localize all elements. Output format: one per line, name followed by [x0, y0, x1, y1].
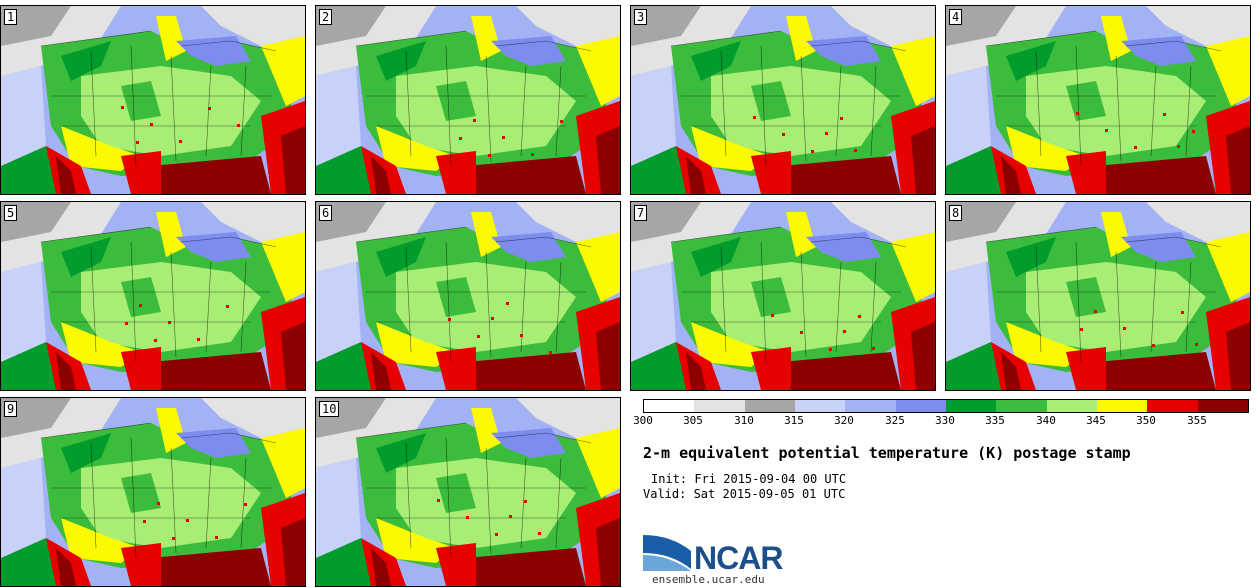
figure-title: 2-m equivalent potential temperature (K)…	[643, 444, 1131, 462]
colorbar-tick-label: 340	[1036, 414, 1056, 427]
theta-e-map	[1, 398, 305, 586]
colorbar-segment	[744, 400, 795, 412]
colorbar-segment	[644, 400, 695, 412]
theta-e-map	[631, 202, 935, 390]
ncar-logo-icon	[643, 535, 691, 571]
colorbar-tick-label: 310	[734, 414, 754, 427]
colorbar	[643, 399, 1249, 413]
ensemble-member-panel: 8	[945, 201, 1251, 391]
colorbar-segment	[1147, 400, 1198, 412]
theta-e-map	[946, 6, 1250, 194]
ensemble-member-panel: 6	[315, 201, 621, 391]
colorbar-tick-label: 315	[784, 414, 804, 427]
ensemble-member-panel: 1	[0, 5, 306, 195]
panel-number: 3	[634, 9, 648, 25]
colorbar-tick-label: 320	[834, 414, 854, 427]
colorbar-segment	[694, 400, 745, 412]
ensemble-member-panel: 5	[0, 201, 306, 391]
theta-e-map	[316, 202, 620, 390]
colorbar-segment	[1046, 400, 1097, 412]
colorbar-tick-label: 355	[1187, 414, 1207, 427]
colorbar-tick-label: 325	[885, 414, 905, 427]
ensemble-member-panel: 7	[630, 201, 936, 391]
colorbar-tick-label: 350	[1136, 414, 1156, 427]
theta-e-map	[316, 6, 620, 194]
colorbar-segment	[895, 400, 946, 412]
ensemble-member-panel: 3	[630, 5, 936, 195]
colorbar-tick-label: 335	[985, 414, 1005, 427]
panel-number: 4	[949, 9, 963, 25]
panel-number: 9	[4, 401, 18, 417]
panel-number: 5	[4, 205, 18, 221]
ensemble-member-panel: 4	[945, 5, 1251, 195]
panel-number: 2	[319, 9, 333, 25]
colorbar-segment	[1096, 400, 1148, 412]
init-time: Init: Fri 2015-09-04 00 UTC	[651, 472, 847, 486]
ncar-logo-text: NCAR	[694, 540, 783, 576]
site-url: ensemble.ucar.edu	[652, 573, 765, 586]
panel-number: 8	[949, 205, 963, 221]
colorbar-tick-label: 330	[935, 414, 955, 427]
ensemble-member-panel: 2	[315, 5, 621, 195]
theta-e-map	[1, 6, 305, 194]
colorbar-tick-label: 305	[683, 414, 703, 427]
colorbar-segment	[794, 400, 846, 412]
colorbar-segment	[996, 400, 1047, 412]
theta-e-map	[316, 398, 620, 586]
theta-e-map	[631, 6, 935, 194]
theta-e-map	[1, 202, 305, 390]
panel-number: 10	[319, 401, 340, 417]
ensemble-member-panel: 10	[315, 397, 621, 587]
ensemble-member-panel: 9	[0, 397, 306, 587]
panel-number: 6	[319, 205, 333, 221]
panel-number: 7	[634, 205, 648, 221]
valid-time: Valid: Sat 2015-09-05 01 UTC	[643, 487, 846, 501]
colorbar-segment	[1197, 400, 1248, 412]
colorbar-segment	[945, 400, 997, 412]
panel-number: 1	[4, 9, 18, 25]
colorbar-tick-label: 300	[633, 414, 653, 427]
colorbar-ticks: 300 305 310 315 320 325 330 335 340 345 …	[633, 414, 1249, 428]
colorbar-segment	[845, 400, 896, 412]
colorbar-tick-label: 345	[1086, 414, 1106, 427]
theta-e-map	[946, 202, 1250, 390]
